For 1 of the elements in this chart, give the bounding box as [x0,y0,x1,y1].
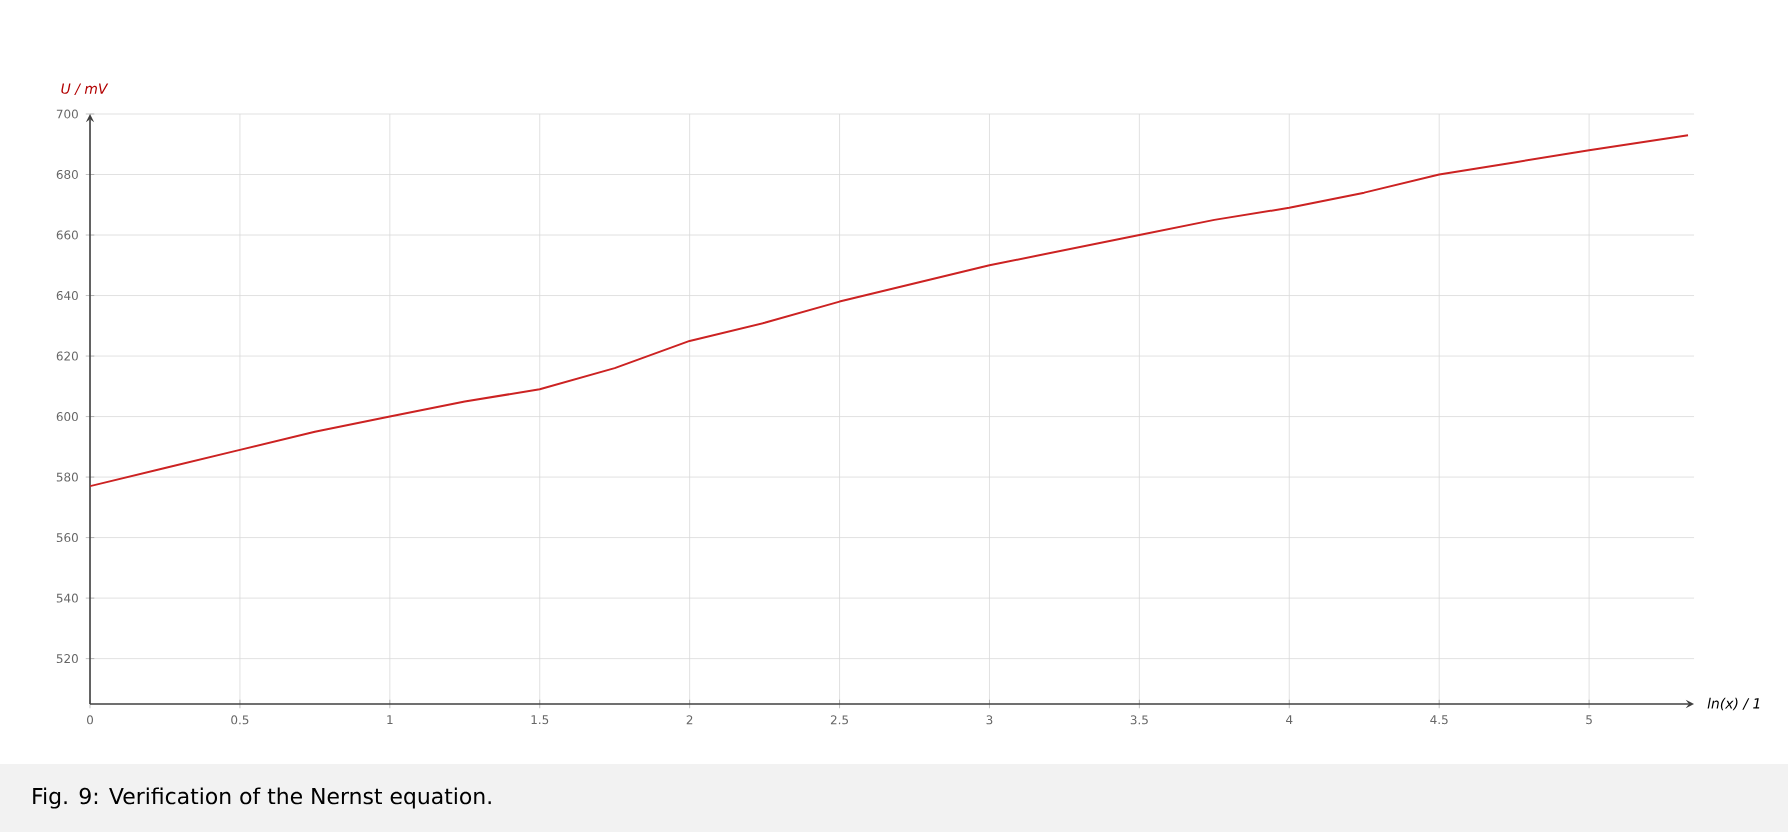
caption: Fig. 9: Verification of the Nernst equation. [33,787,491,809]
